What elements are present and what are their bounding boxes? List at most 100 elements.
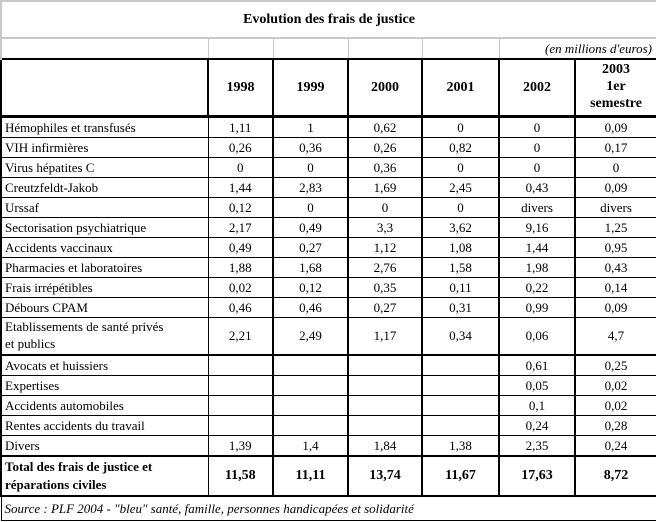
value-cell-2003: 0 [573,157,656,178]
value-cell-2000: 1,84 [347,435,423,457]
row-label: Frais irrépétibles [0,277,209,298]
value-cell-2001: 1,38 [421,435,500,457]
value-cell-2002: 1,44 [498,237,576,258]
row-label: Avocats et huissiers [0,354,209,376]
value-cell-2000: 0,35 [347,277,423,298]
value-cell-2003: 0,95 [573,237,656,258]
value-cell-2000 [347,375,423,396]
row-label: Virus hépatites C [0,157,209,178]
value-cell-2003: divers [573,197,656,218]
value-cell-1999 [272,395,349,416]
value-cell-2002: 0 [498,116,576,138]
table-row: Rentes accidents du travail 0,24 0,28 [0,415,656,436]
value-cell-2000: 1,17 [347,317,423,356]
value-cell-2001: 0 [421,197,500,218]
title-row: Evolution des frais de justice [0,0,656,39]
value-cell-2000 [347,354,423,376]
value-cell-1998: 1,11 [207,116,274,138]
value-cell-1998: 0,46 [207,297,274,318]
value-cell-1998: 2,17 [207,217,274,238]
value-cell-1999: 0,12 [272,277,349,298]
table-row: Creutzfeldt-Jakob 1,44 2,83 1,69 2,45 0,… [0,177,656,198]
value-cell-1998: 0 [207,157,274,178]
value-cell-2001 [421,395,500,416]
table-row: Accidents automobiles 0,1 0,02 [0,395,656,416]
value-cell-2003: 0,24 [573,435,656,457]
value-cell-1999 [272,354,349,376]
value-cell-2000: 13,74 [347,455,423,497]
value-cell-2003: 4,7 [573,317,656,356]
value-cell-2000: 2,76 [347,257,423,278]
value-cell-2000: 3,3 [347,217,423,238]
value-cell-1998 [207,395,274,416]
value-cell-1999: 1,68 [272,257,349,278]
subtitle-spacer [421,37,500,60]
table-row: Virus hépatites C 0 0 0,36 0 0 0 [0,157,656,178]
value-cell-1999: 2,83 [272,177,349,198]
value-cell-2002: 0,43 [498,177,576,198]
value-cell-1998: 1,44 [207,177,274,198]
value-cell-2000: 0,62 [347,116,423,138]
value-cell-2003: 0,43 [573,257,656,278]
value-cell-2003: 1,25 [573,217,656,238]
value-cell-2002: 0,05 [498,375,576,396]
value-cell-1998: 1,88 [207,257,274,278]
value-cell-2000: 0 [347,197,423,218]
value-cell-2001: 1,58 [421,257,500,278]
source-note: Source : PLF 2004 - "bleu" santé, famill… [0,495,656,521]
table-row: Total des frais de justice et réparation… [0,455,656,497]
table-row: Accidents vaccinaux 0,49 0,27 1,12 1,08 … [0,237,656,258]
value-cell-1998: 2,21 [207,317,274,356]
value-cell-1998 [207,375,274,396]
value-cell-2002: divers [498,197,576,218]
value-cell-2001 [421,415,500,436]
value-cell-1999: 11,11 [272,455,349,497]
value-cell-2000: 0,36 [347,157,423,178]
value-cell-2001: 0 [421,157,500,178]
row-label: Hémophiles et transfusés [0,116,209,138]
value-cell-1999: 0 [272,157,349,178]
table-row: Expertises 0,05 0,02 [0,375,656,396]
year-header-2000: 2000 [347,58,423,118]
value-cell-2002: 0 [498,157,576,178]
row-label: Accidents vaccinaux [0,237,209,258]
value-cell-1999: 2,49 [272,317,349,356]
value-cell-2003: 0,02 [573,375,656,396]
table-row: Frais irrépétibles 0,02 0,12 0,35 0,11 0… [0,277,656,298]
subtitle-spacer [0,37,209,60]
value-cell-2003: 0,17 [573,137,656,158]
value-cell-2001: 0,31 [421,297,500,318]
value-cell-1998: 0,49 [207,237,274,258]
value-cell-2003: 8,72 [573,455,656,497]
year-header-2003: 2003 1er semestre [573,58,656,118]
value-cell-2000: 1,12 [347,237,423,258]
value-cell-2002: 0,06 [498,317,576,356]
subtitle-row: (en millions d'euros) [0,37,656,60]
table-row: Sectorisation psychiatrique 2,17 0,49 3,… [0,217,656,238]
year-header-2002: 2002 [498,58,576,118]
year-header-2001: 2001 [421,58,500,118]
value-cell-2000 [347,395,423,416]
table-row: VIH infirmières 0,26 0,36 0,26 0,82 0 0,… [0,137,656,158]
source-row: Source : PLF 2004 - "bleu" santé, famill… [0,495,656,521]
value-cell-2003: 0,28 [573,415,656,436]
value-cell-2003: 0,09 [573,297,656,318]
value-cell-2001: 3,62 [421,217,500,238]
row-label: Débours CPAM [0,297,209,318]
value-cell-2001: 0,82 [421,137,500,158]
corner-cell [0,58,209,118]
value-cell-2003: 0,14 [573,277,656,298]
value-cell-2003: 0,09 [573,116,656,138]
table-row: Hémophiles et transfusés 1,11 1 0,62 0 0… [0,116,656,138]
value-cell-1999: 1,4 [272,435,349,457]
value-cell-2003: 0,25 [573,354,656,376]
value-cell-2000: 0,27 [347,297,423,318]
row-label: Creutzfeldt-Jakob [0,177,209,198]
value-cell-2002: 0,99 [498,297,576,318]
value-cell-2001: 0,34 [421,317,500,356]
subtitle-spacer [347,37,423,60]
value-cell-2001: 11,67 [421,455,500,497]
year-header-1998: 1998 [207,58,274,118]
value-cell-1998: 0,12 [207,197,274,218]
row-label: Sectorisation psychiatrique [0,217,209,238]
